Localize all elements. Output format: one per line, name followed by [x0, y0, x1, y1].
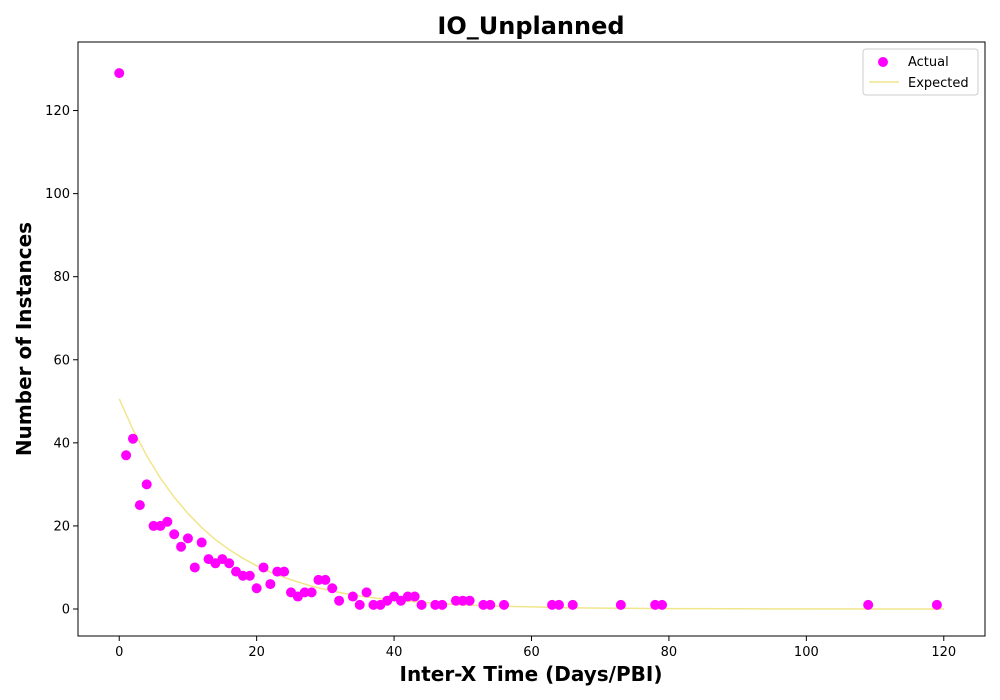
data-point — [347, 591, 358, 602]
data-point — [327, 583, 338, 594]
x-tick-label: 100 — [794, 645, 819, 660]
data-point — [313, 574, 324, 585]
data-point — [547, 599, 558, 610]
data-point — [416, 599, 427, 610]
y-tick-label: 80 — [53, 270, 70, 285]
data-point — [127, 433, 138, 444]
data-point — [162, 516, 173, 527]
data-point — [354, 599, 365, 610]
data-point — [485, 599, 496, 610]
data-point — [657, 599, 668, 610]
data-point — [499, 599, 510, 610]
x-axis-label: Inter-X Time (Days/PBI) — [400, 662, 663, 686]
data-point — [244, 570, 255, 581]
plot-area — [114, 68, 944, 610]
x-tick-label: 40 — [386, 645, 403, 660]
x-tick-label: 80 — [661, 645, 678, 660]
y-tick-label: 40 — [53, 436, 70, 451]
x-tick-label: 20 — [248, 645, 265, 660]
y-tick-label: 60 — [53, 353, 70, 368]
data-point — [361, 587, 372, 598]
data-point — [176, 541, 187, 552]
data-point — [931, 599, 942, 610]
data-point — [224, 558, 235, 569]
data-point — [169, 529, 180, 540]
data-point — [134, 500, 145, 511]
data-point — [306, 587, 317, 598]
data-point — [141, 479, 152, 490]
y-tick-label: 100 — [45, 187, 70, 202]
y-tick-label: 0 — [62, 603, 70, 618]
data-point — [279, 566, 290, 577]
data-point — [478, 599, 489, 610]
data-point — [258, 562, 269, 573]
legend: Actual Expected — [862, 48, 979, 96]
data-point — [457, 595, 468, 606]
data-point — [863, 599, 874, 610]
y-axis-ticks: 0 20 40 60 80 100 120 — [45, 104, 78, 618]
data-point — [450, 595, 461, 606]
data-point — [615, 599, 626, 610]
y-axis-label: Number of Instances — [12, 222, 36, 456]
legend-box — [862, 48, 979, 96]
data-point — [464, 595, 475, 606]
data-point — [182, 533, 193, 544]
data-point — [114, 68, 125, 79]
data-point — [189, 562, 200, 573]
data-point — [237, 570, 248, 581]
x-tick-label: 120 — [931, 645, 956, 660]
legend-label-actual: Actual — [908, 55, 949, 70]
data-point — [650, 599, 661, 610]
data-point — [148, 520, 159, 531]
y-tick-label: 120 — [45, 104, 70, 119]
chart-title: IO_Unplanned — [437, 12, 624, 40]
data-point — [299, 587, 310, 598]
data-point — [320, 574, 331, 585]
data-point — [567, 599, 578, 610]
data-point — [272, 566, 283, 577]
plot-frame — [77, 41, 986, 637]
data-point — [553, 599, 564, 610]
data-point — [251, 583, 262, 594]
data-point — [368, 599, 379, 610]
data-point — [402, 591, 413, 602]
y-tick-label: 20 — [53, 519, 70, 534]
legend-marker-actual — [878, 57, 888, 67]
data-point — [430, 599, 441, 610]
data-point — [409, 591, 420, 602]
data-point — [334, 595, 345, 606]
x-tick-label: 0 — [115, 645, 123, 660]
legend-label-expected: Expected — [908, 76, 969, 91]
data-point — [265, 579, 276, 590]
data-point — [121, 450, 132, 461]
x-tick-label: 60 — [523, 645, 540, 660]
data-point — [437, 599, 448, 610]
x-axis-ticks: 0 20 40 60 80 100 120 — [115, 636, 956, 660]
data-point — [196, 537, 207, 548]
